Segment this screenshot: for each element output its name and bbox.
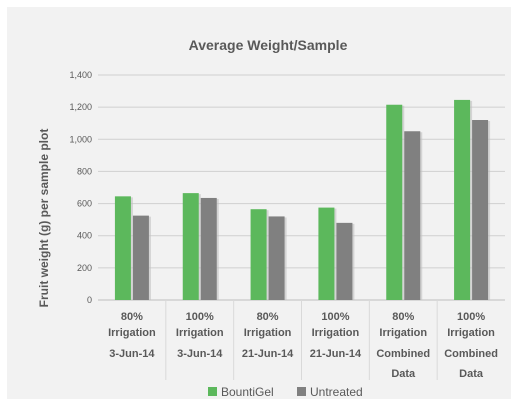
y-tick-label: 400 xyxy=(77,231,92,241)
category-label: 21-Jun-14 xyxy=(242,348,294,360)
category-label: 21-Jun-14 xyxy=(310,348,362,360)
legend: BountiGel Untreated xyxy=(208,385,363,399)
category-label: Data xyxy=(391,368,416,380)
y-axis-label: Fruit weight (g) per sample plot xyxy=(37,129,51,308)
bar-untreated-0 xyxy=(132,215,149,300)
y-tick-label: 200 xyxy=(77,263,92,273)
bar-untreated-5 xyxy=(472,120,489,300)
bar-bountigel-4 xyxy=(386,104,403,300)
category-label: Irrigation xyxy=(108,327,156,339)
bar-bountigel-5 xyxy=(454,99,471,301)
category-label: Combined xyxy=(444,348,498,360)
category-labels: 80% Irrigation 3-Jun-14 100% Irrigation 3-Jun… xyxy=(108,300,498,380)
y-axis-ticks: 0 200 400 600 800 1,000 1,200 1,400 xyxy=(69,70,92,305)
category-label: Irrigation xyxy=(312,327,360,339)
bar-untreated-3 xyxy=(336,222,353,300)
category-label: Combined xyxy=(376,348,430,360)
category-label: 3-Jun-14 xyxy=(109,348,155,360)
category-label: 80% xyxy=(121,311,143,323)
bar-untreated-1 xyxy=(200,197,217,300)
category-label: 80% xyxy=(257,311,279,323)
chart-area xyxy=(7,7,511,399)
chart-title: Average Weight/Sample xyxy=(189,37,348,53)
category-label: Irrigation xyxy=(447,327,495,339)
legend-swatch-untreated xyxy=(297,387,306,396)
y-tick-label: 800 xyxy=(77,166,92,176)
legend-label-untreated: Untreated xyxy=(310,385,363,399)
category-label: Irrigation xyxy=(244,327,292,339)
legend-swatch-bountigel xyxy=(208,387,217,396)
category-label: 100% xyxy=(186,311,214,323)
category-label: 80% xyxy=(392,311,414,323)
category-label: Data xyxy=(459,368,484,380)
category-label: 100% xyxy=(457,311,485,323)
category-label: 3-Jun-14 xyxy=(177,348,223,360)
bar-untreated-4 xyxy=(404,131,421,300)
y-tick-label: 1,000 xyxy=(69,134,92,144)
y-tick-label: 1,400 xyxy=(69,70,92,80)
bar-bountigel-2 xyxy=(250,209,267,300)
bar-bountigel-0 xyxy=(114,196,131,300)
bar-untreated-2 xyxy=(268,216,285,300)
category-label: 100% xyxy=(321,311,349,323)
bars xyxy=(114,99,491,301)
category-label: Irrigation xyxy=(176,327,224,339)
bar-bountigel-3 xyxy=(318,207,335,300)
y-tick-label: 1,200 xyxy=(69,102,92,112)
bar-bountigel-1 xyxy=(182,193,199,300)
legend-label-bountigel: BountiGel xyxy=(221,385,274,399)
category-label: Irrigation xyxy=(379,327,427,339)
y-tick-label: 0 xyxy=(87,295,92,305)
y-tick-label: 600 xyxy=(77,199,92,209)
